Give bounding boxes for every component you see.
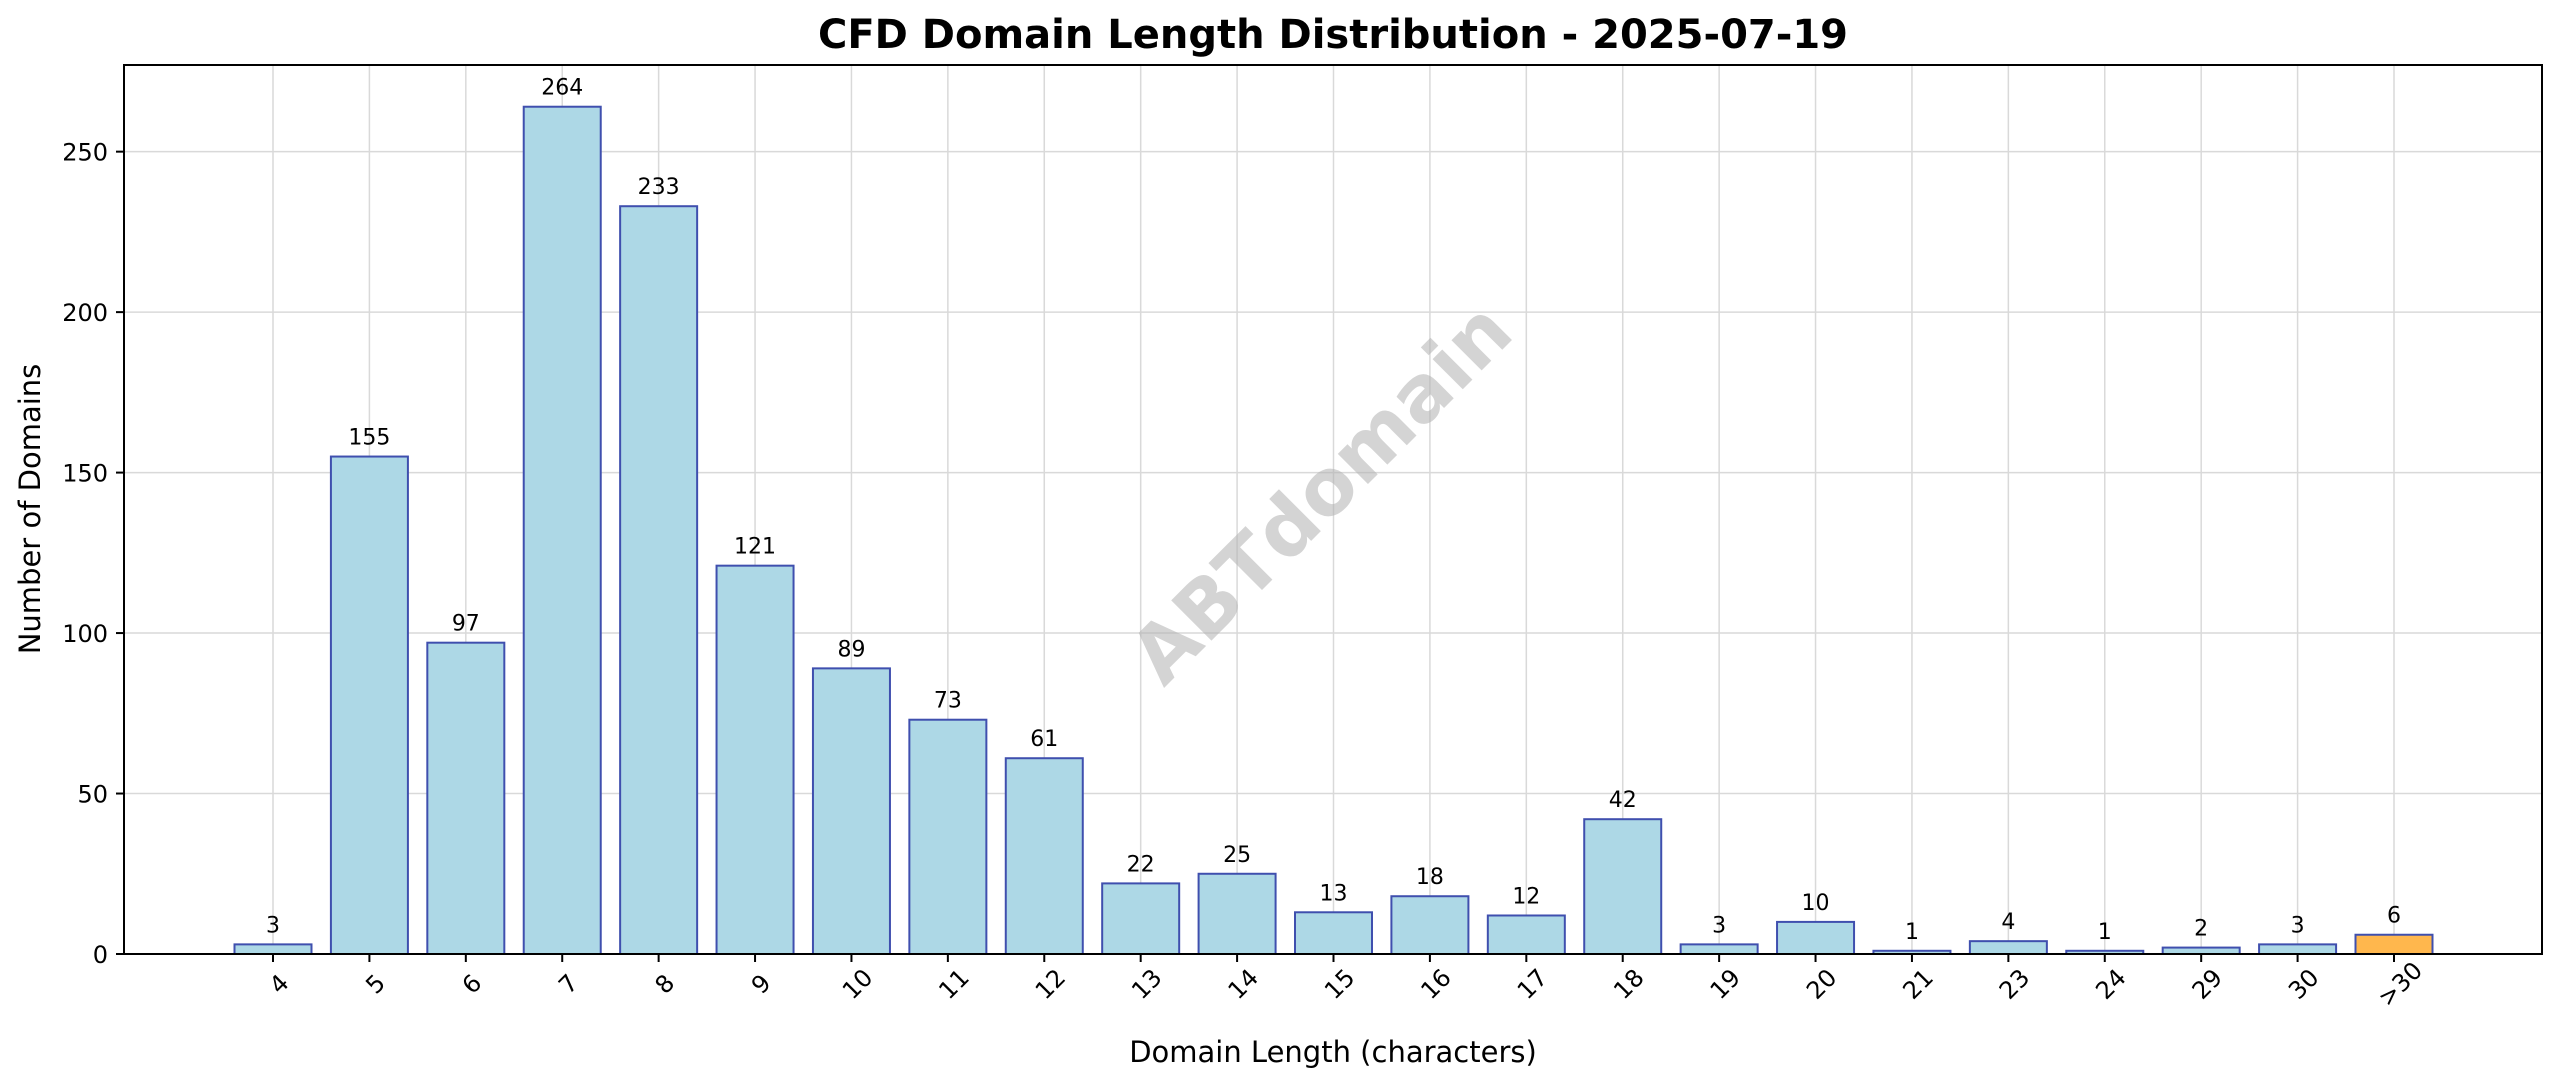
- bar-17: [1486, 914, 1566, 955]
- x-tick-label: 18: [1608, 964, 1649, 1005]
- y-tick-label: 250: [62, 139, 108, 167]
- value-label-4: 3: [266, 913, 280, 938]
- value-label-14: 25: [1223, 843, 1251, 868]
- x-tick-label: 21: [1897, 964, 1938, 1005]
- y-tick-label: 150: [62, 460, 108, 488]
- value-label->30: 6: [2387, 904, 2401, 929]
- x-tick-label: 24: [2090, 964, 2131, 1005]
- x-tick-label: 12: [1030, 964, 1071, 1005]
- value-label-6: 97: [452, 612, 480, 637]
- value-label-15: 13: [1320, 881, 1348, 906]
- bar-16: [1390, 895, 1470, 955]
- bar-8: [619, 205, 699, 955]
- y-axis-label: Number of Domains: [13, 364, 47, 655]
- value-label-17: 12: [1512, 884, 1540, 909]
- x-tick-label: 30: [2283, 964, 2324, 1005]
- value-label-29: 2: [2194, 917, 2208, 942]
- x-tick-label: 19: [1705, 964, 1746, 1005]
- bar-11: [908, 718, 988, 955]
- bar-18: [1583, 818, 1663, 955]
- x-tick-label: 20: [1801, 964, 1842, 1005]
- x-tick-label: 13: [1126, 964, 1167, 1005]
- value-label-10: 89: [837, 637, 865, 662]
- x-tick-label: 7: [553, 969, 584, 1000]
- value-label-19: 3: [1712, 913, 1726, 938]
- x-tick-label: 6: [457, 969, 488, 1000]
- bar-23: [1968, 940, 2048, 956]
- bar-13: [1101, 882, 1181, 955]
- x-tick-label: 29: [2187, 964, 2228, 1005]
- bar-20: [1776, 920, 1856, 955]
- bars-group: [233, 105, 2434, 956]
- bar-6: [426, 641, 506, 955]
- value-label-12: 61: [1030, 727, 1058, 752]
- x-tick-label: 9: [746, 969, 777, 1000]
- watermark: ABTdomain: [1114, 286, 1530, 702]
- value-label-21: 1: [1905, 920, 1919, 945]
- value-label-23: 4: [2001, 910, 2015, 935]
- value-label-24: 1: [2098, 920, 2112, 945]
- x-axis-label: Domain Length (characters): [1129, 1035, 1537, 1069]
- x-tick-label: 15: [1319, 964, 1360, 1005]
- value-label-5: 155: [348, 426, 390, 451]
- y-tick-label: 0: [93, 941, 108, 969]
- bar->30: [2354, 933, 2434, 955]
- bar-15: [1294, 911, 1373, 955]
- value-label-18: 42: [1609, 788, 1637, 813]
- value-label-8: 233: [638, 175, 680, 200]
- value-label-30: 3: [2291, 913, 2305, 938]
- bar-19: [1679, 943, 1759, 955]
- bar-5: [329, 455, 409, 955]
- x-tick-label: 4: [264, 969, 295, 1000]
- x-tick-label: >30: [2372, 956, 2428, 1012]
- x-tick-label: 14: [1223, 964, 1264, 1005]
- bar-30: [2258, 943, 2338, 955]
- bar-12: [1004, 757, 1084, 955]
- x-tick-label: 17: [1512, 964, 1553, 1005]
- chart-title: CFD Domain Length Distribution - 2025-07…: [818, 12, 1848, 58]
- y-tick-label: 200: [62, 299, 108, 327]
- value-label-9: 121: [734, 535, 776, 560]
- bar-9: [715, 564, 795, 955]
- y-tick-label: 100: [62, 620, 108, 648]
- bar-7: [522, 105, 602, 955]
- bar-4: [233, 943, 313, 955]
- x-tick-label: 8: [650, 969, 681, 1000]
- x-tick-label: 23: [1994, 964, 2035, 1005]
- bar-10: [811, 667, 891, 955]
- x-tick-label: 11: [933, 964, 974, 1005]
- value-label-16: 18: [1416, 865, 1444, 890]
- x-tick-label: 16: [1415, 964, 1456, 1005]
- y-axis-ticks: 0 50 100 150 200 250: [62, 139, 124, 969]
- y-tick-label: 50: [77, 781, 108, 809]
- x-tick-label: 5: [360, 969, 391, 1000]
- value-label-7: 264: [541, 76, 583, 101]
- value-label-11: 73: [934, 689, 962, 714]
- x-axis-ticks: 4 5 6 7 8 9 10 11 12 13 14 15 16 17 18 19 20 21 23 24 29 30 >3…: [264, 954, 2428, 1012]
- value-label-13: 22: [1127, 852, 1155, 877]
- bar-14: [1197, 872, 1277, 955]
- value-label-20: 10: [1802, 891, 1830, 916]
- x-tick-label: 10: [837, 964, 878, 1005]
